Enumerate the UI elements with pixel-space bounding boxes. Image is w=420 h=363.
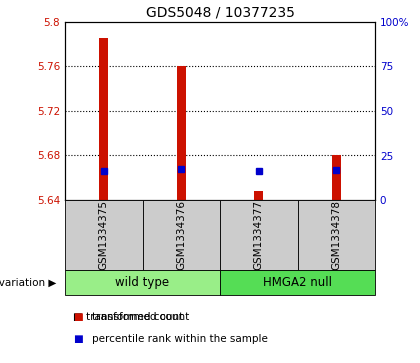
Bar [142,200,220,270]
Bar [65,200,142,270]
Text: GSM1334378: GSM1334378 [331,200,341,270]
Bar [65,270,220,295]
Text: ■ transformed count: ■ transformed count [74,312,184,322]
Bar [254,191,263,200]
Text: HMGA2 null: HMGA2 null [263,276,332,289]
Text: wild type: wild type [116,276,170,289]
Title: GDS5048 / 10377235: GDS5048 / 10377235 [146,5,294,20]
Bar [297,200,375,270]
Bar [220,200,297,270]
Text: GSM1334375: GSM1334375 [99,200,109,270]
Bar [99,38,108,200]
Text: genotype/variation ▶: genotype/variation ▶ [0,277,57,287]
Text: percentile rank within the sample: percentile rank within the sample [92,334,268,343]
Bar [220,270,375,295]
Text: GSM1334376: GSM1334376 [176,200,186,270]
Bar [176,66,186,200]
Bar [332,155,341,200]
Text: ■: ■ [74,312,83,322]
Text: ■: ■ [74,334,83,343]
Text: transformed count: transformed count [92,312,189,322]
Text: GSM1334377: GSM1334377 [254,200,264,270]
